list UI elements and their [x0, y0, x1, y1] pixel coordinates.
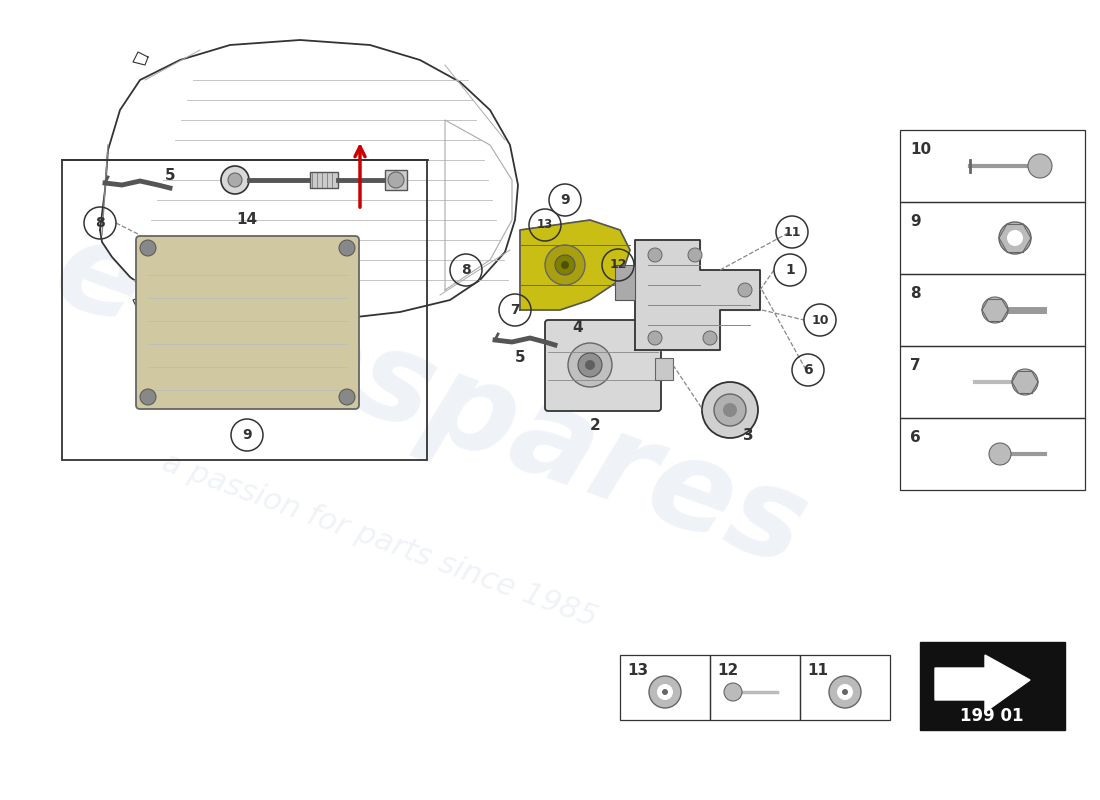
Text: 4: 4: [573, 321, 583, 335]
Text: 5: 5: [165, 167, 175, 182]
Circle shape: [140, 389, 156, 405]
Circle shape: [561, 261, 569, 269]
Text: 1: 1: [785, 263, 795, 277]
Circle shape: [657, 684, 673, 700]
Text: 8: 8: [95, 216, 104, 230]
Text: 199 01: 199 01: [960, 707, 1024, 725]
Bar: [900, 274, 1085, 346]
Bar: [615, 265, 635, 300]
Text: 13: 13: [627, 663, 648, 678]
Bar: [62, 160, 427, 460]
Circle shape: [724, 683, 743, 701]
Text: 10: 10: [910, 142, 931, 157]
Text: 11: 11: [783, 226, 801, 238]
Circle shape: [982, 297, 1008, 323]
Text: 8: 8: [910, 286, 921, 301]
Circle shape: [339, 389, 355, 405]
Polygon shape: [133, 296, 148, 310]
Circle shape: [1028, 154, 1052, 178]
Circle shape: [221, 166, 249, 194]
Polygon shape: [935, 655, 1030, 712]
Circle shape: [649, 676, 681, 708]
Circle shape: [662, 689, 668, 695]
Polygon shape: [520, 220, 630, 310]
Bar: [385, 170, 407, 190]
Text: 8: 8: [461, 263, 471, 277]
FancyBboxPatch shape: [136, 236, 359, 409]
Circle shape: [1006, 230, 1023, 246]
Text: 9: 9: [560, 193, 570, 207]
Text: 10: 10: [812, 314, 828, 326]
Text: 6: 6: [803, 363, 813, 377]
Circle shape: [585, 360, 595, 370]
Circle shape: [989, 443, 1011, 465]
Circle shape: [703, 331, 717, 345]
Circle shape: [842, 689, 848, 695]
Text: a passion for parts since 1985: a passion for parts since 1985: [158, 447, 602, 633]
Text: 5: 5: [515, 350, 526, 365]
Bar: [710, 655, 800, 720]
Circle shape: [648, 248, 662, 262]
Polygon shape: [133, 52, 148, 65]
Bar: [800, 655, 890, 720]
Circle shape: [738, 283, 752, 297]
Text: 3: 3: [742, 427, 754, 442]
Text: 7: 7: [910, 358, 921, 373]
Bar: [920, 642, 1065, 730]
Circle shape: [837, 684, 852, 700]
Circle shape: [568, 343, 612, 387]
Circle shape: [140, 240, 156, 256]
Circle shape: [556, 255, 575, 275]
Text: 9: 9: [910, 214, 921, 229]
Circle shape: [648, 331, 662, 345]
Text: eurospares: eurospares: [39, 208, 822, 592]
Circle shape: [999, 222, 1031, 254]
Circle shape: [578, 353, 602, 377]
Text: 6: 6: [910, 430, 921, 445]
Circle shape: [339, 240, 355, 256]
Circle shape: [829, 676, 861, 708]
Bar: [310, 172, 338, 188]
Text: 11: 11: [807, 663, 828, 678]
Bar: [900, 202, 1085, 274]
Text: 2: 2: [590, 418, 601, 433]
Circle shape: [714, 394, 746, 426]
Circle shape: [723, 403, 737, 417]
Text: 14: 14: [236, 213, 257, 227]
Bar: [620, 655, 710, 720]
Polygon shape: [100, 40, 518, 320]
Text: 7: 7: [510, 303, 520, 317]
Text: 9: 9: [242, 428, 252, 442]
Bar: [654, 358, 673, 380]
Circle shape: [1012, 369, 1038, 395]
FancyBboxPatch shape: [544, 320, 661, 411]
Circle shape: [544, 245, 585, 285]
Text: 13: 13: [537, 218, 553, 231]
Bar: [900, 130, 1085, 202]
Text: 12: 12: [717, 663, 738, 678]
Text: 12: 12: [609, 258, 627, 271]
Circle shape: [388, 172, 404, 188]
Bar: [900, 346, 1085, 418]
Circle shape: [688, 248, 702, 262]
Circle shape: [702, 382, 758, 438]
Bar: [900, 418, 1085, 490]
Circle shape: [228, 173, 242, 187]
Polygon shape: [635, 240, 760, 350]
